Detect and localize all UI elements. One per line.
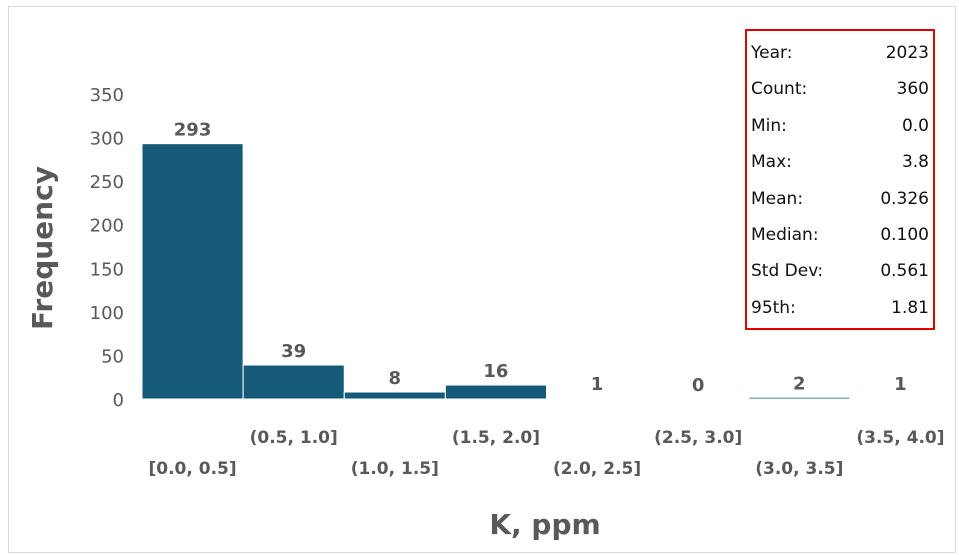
y-tick-label-6: 300: [90, 129, 124, 150]
data-label-0: 293: [174, 120, 212, 141]
stats-label: Year:: [751, 43, 793, 63]
stats-row: Year: 2023: [751, 35, 929, 71]
stats-value: 0.326: [880, 188, 929, 209]
y-tick-label-0: 0: [113, 390, 124, 411]
chart-frame: [8, 6, 956, 553]
x-category-label-1: (0.5, 1.0]: [250, 428, 338, 448]
stats-row: Max: 3.8: [751, 144, 929, 180]
data-label-7: 1: [894, 374, 907, 395]
stats-box: Year: 2023 Count: 360 Min: 0.0 Max: 3.8 Mean: 0.3…: [745, 29, 935, 331]
x-category-label-0: [0.0, 0.5]: [148, 459, 236, 479]
stats-label: Count:: [751, 79, 808, 100]
stats-label: Median:: [751, 224, 819, 245]
stats-row: Std Dev: 0.561: [751, 253, 929, 289]
y-tick-label-1: 50: [101, 346, 124, 367]
stats-label: 95th:: [751, 297, 796, 318]
x-category-label-3: (1.5, 2.0]: [452, 428, 540, 448]
y-tick-label-3: 150: [90, 259, 124, 280]
bar-3: [444, 384, 547, 400]
y-axis-ticks: 0 50 100 150 200 250 300 350: [90, 85, 124, 411]
stats-row: Count: 360: [751, 71, 929, 107]
stats-value: 360: [896, 79, 929, 100]
stats-label: Std Dev:: [751, 261, 824, 282]
stats-row: Min: 0.0: [751, 108, 929, 144]
data-label-1: 39: [281, 341, 306, 362]
x-category-label-6: (3.0, 3.5]: [755, 459, 843, 479]
data-label-2: 8: [389, 368, 402, 389]
y-tick-label-2: 100: [90, 303, 124, 324]
y-tick-label-5: 250: [90, 172, 124, 193]
stats-value: 0.0: [901, 115, 929, 136]
stats-row: Mean: 0.326: [751, 181, 929, 217]
stats-value: 2023: [885, 43, 929, 63]
data-labels: 293 39 8 16 1 0 2 1: [174, 120, 907, 396]
stats-row: 95th: 1.81: [751, 290, 929, 326]
bars: [141, 143, 952, 400]
bar-0: [141, 143, 244, 400]
stats-label: Mean:: [751, 188, 804, 209]
data-label-6: 2: [793, 373, 806, 394]
stats-label: Min:: [751, 115, 787, 136]
x-category-label-5: (2.5, 3.0]: [654, 428, 742, 448]
bar-7: [849, 397, 952, 400]
x-axis-title: K, ppm: [489, 508, 600, 541]
data-label-4: 1: [591, 374, 604, 395]
stats-value: 0.100: [880, 224, 929, 245]
data-label-3: 16: [483, 361, 508, 382]
bar-2: [343, 391, 446, 400]
x-category-label-4: (2.0, 2.5]: [553, 459, 641, 479]
x-category-label-7: (3.5, 4.0]: [856, 428, 944, 448]
stats-value: 0.561: [880, 261, 929, 282]
bar-1: [242, 364, 345, 400]
stats-label: Max:: [751, 152, 792, 173]
y-tick-label-4: 200: [90, 216, 124, 237]
stats-value: 3.8: [901, 152, 929, 173]
x-axis-categories: [0.0, 0.5] (0.5, 1.0] (1.0, 1.5] (1.5, 2.0]…: [148, 428, 944, 479]
y-axis-title: Frequency: [26, 166, 59, 330]
x-category-label-2: (1.0, 1.5]: [351, 459, 439, 479]
stats-value: 1.81: [891, 297, 929, 318]
bar-6: [748, 396, 851, 400]
stats-row: Median: 0.100: [751, 217, 929, 253]
data-label-5: 0: [692, 375, 705, 396]
bar-4: [546, 397, 649, 400]
y-tick-label-7: 350: [90, 85, 124, 106]
